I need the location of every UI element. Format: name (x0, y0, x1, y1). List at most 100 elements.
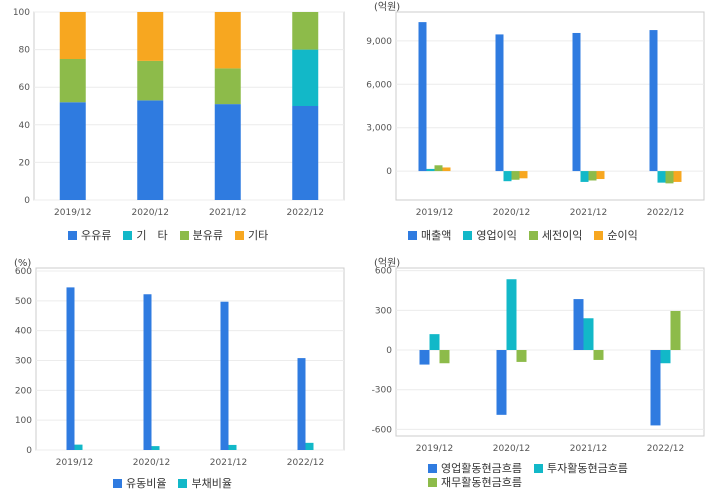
legend-item[interactable]: 부채비율 (178, 476, 232, 490)
x-tick-label: 2022/12 (287, 458, 324, 468)
bar (572, 32, 581, 172)
bar (214, 104, 241, 200)
legend-item[interactable]: 영업이익 (463, 228, 517, 242)
legend-label: 영업이익 (476, 229, 517, 242)
legend-swatch (428, 477, 437, 487)
bar (495, 34, 504, 172)
y-tick-label: 100 (13, 8, 30, 18)
chart-svg: 0 100 200 300 400 500 600(%) 2019/12 2020/12 2021… (14, 258, 345, 468)
bar (66, 287, 75, 450)
bar (442, 167, 451, 172)
bar (660, 350, 671, 364)
bar (429, 334, 440, 351)
legend-item[interactable]: 기타 (235, 228, 268, 242)
legend-label: 세전이익 (541, 229, 583, 242)
legend-item[interactable]: 유동비율 (113, 476, 166, 490)
bar (588, 171, 597, 181)
bar (220, 301, 229, 450)
y-tick-label: 0 (26, 446, 32, 456)
bar (673, 171, 682, 182)
y-tick-label: 600 (15, 267, 32, 277)
legend-label: 우유류 (81, 229, 112, 242)
chart-ratio: 0 100 200 300 400 500 600 (%) 2019/12 2020/12 2021… (0, 248, 360, 496)
legend-item[interactable]: 세전이익 (528, 228, 583, 242)
y-tick-label: 400 (15, 327, 32, 337)
bar (297, 358, 306, 450)
legend-label: 분유류 (192, 229, 223, 242)
legend-label: 순이익 (607, 229, 638, 242)
bar (426, 168, 435, 172)
bar (580, 171, 589, 182)
y-tick-label: -300 (372, 386, 393, 396)
bar (511, 171, 520, 180)
bar (214, 12, 241, 69)
y-tick-label: 200 (15, 386, 32, 396)
bar (670, 310, 681, 351)
legend-swatch (463, 230, 473, 240)
legend-item[interactable]: 투자활동현금흐름 (533, 461, 628, 475)
legend-label: 영업활동현금흐름 (441, 462, 522, 475)
y-tick-label: 6,000 (366, 80, 392, 90)
y-unit-label: (%) (14, 258, 31, 269)
x-tick-label: 2020/12 (132, 208, 169, 218)
y-tick-label: 60 (19, 83, 31, 93)
legend-item[interactable]: 영업활동현금흐름 (428, 461, 522, 475)
chart-svg: 0 3,000 6,000 9,000 (억원) 2019/12 2020/12 2021/1… (366, 1, 705, 218)
bar (137, 12, 164, 61)
bar (649, 30, 658, 172)
legend-swatch (528, 230, 538, 240)
legend-item[interactable]: 순이익 (594, 228, 638, 242)
y-unit-label: (억원) (374, 257, 400, 269)
bar (439, 350, 450, 364)
y-tick-label: 80 (19, 46, 31, 56)
legend-item[interactable]: 재무활동현금흐름 (428, 475, 522, 489)
chart-svg: 0 20 40 60 80 100 2019/12 2020/12 2021/12 2022/12 (13, 8, 345, 218)
x-tick-label: 2022/12 (647, 208, 684, 218)
y-tick-label: 40 (19, 121, 31, 131)
legend-label: 기 타 (136, 229, 168, 242)
legend-item[interactable]: 기 타 (123, 228, 168, 242)
legend-swatch (533, 463, 543, 473)
bar (516, 350, 527, 362)
bar (657, 171, 666, 183)
y-tick-label: 300 (15, 356, 32, 366)
x-tick-label: 2021/12 (570, 444, 607, 454)
x-tick-label: 2019/12 (416, 208, 453, 218)
chart-legend: 우유류 기 타 분유류 기타 (68, 228, 358, 242)
x-tick-label: 2020/12 (493, 444, 530, 454)
bar (59, 12, 86, 59)
legend-label: 기타 (248, 229, 269, 242)
chart-legend: 매출액 영업이익 세전이익 순이익 (408, 228, 718, 242)
chart-product-mix: 0 20 40 60 80 100 2019/12 2020/12 2021/12 2022/12… (0, 0, 360, 248)
x-tick-label: 2019/12 (56, 458, 93, 468)
legend-label: 부채비율 (191, 477, 232, 490)
legend-item[interactable]: 우유류 (68, 228, 111, 242)
legend-label: 재무활동현금흐름 (441, 476, 522, 489)
bar (137, 60, 164, 101)
legend-swatch (68, 230, 77, 240)
y-tick-label: 100 (15, 416, 32, 426)
y-tick-label: 9,000 (366, 37, 392, 47)
y-tick-label: 3,000 (366, 124, 392, 134)
bar (496, 350, 507, 415)
chart-svg: -600 -300 0 300 600(억원) 2019/12 2020/12 2021/12… (372, 257, 705, 454)
y-tick-label: 0 (386, 346, 392, 356)
legend-item[interactable]: 분유류 (179, 228, 223, 242)
bar (503, 171, 512, 182)
bar (573, 299, 584, 351)
x-tick-label: 2019/12 (416, 444, 453, 454)
legend-swatch (428, 463, 437, 473)
y-tick-label: 300 (375, 306, 392, 316)
x-tick-label: 2021/12 (209, 208, 246, 218)
chart-legend: 유동비율 부채비율 (113, 476, 353, 490)
x-tick-label: 2022/12 (647, 444, 684, 454)
bar (151, 446, 160, 450)
legend-item[interactable]: 매출액 (408, 228, 451, 242)
bar (596, 171, 605, 180)
legend-swatch (594, 230, 604, 240)
bar (583, 318, 594, 351)
chart-income: 0 3,000 6,000 9,000 (억원) 2019/12 2020/12 2021/1… (360, 0, 720, 248)
x-tick-label: 2021/12 (210, 458, 247, 468)
x-tick-label: 2019/12 (54, 208, 91, 218)
bar (593, 350, 604, 360)
